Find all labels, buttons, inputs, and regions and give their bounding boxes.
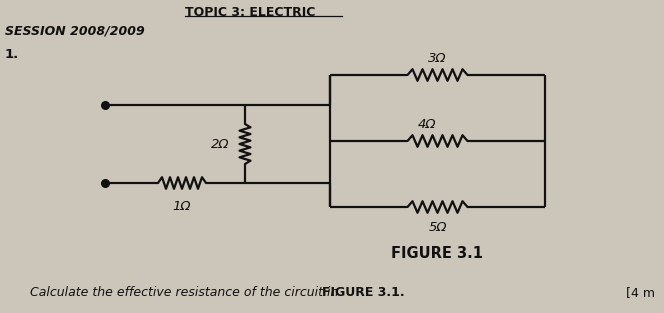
Text: [4 m: [4 m xyxy=(626,286,655,300)
Text: 1.: 1. xyxy=(5,49,19,61)
Text: 1Ω: 1Ω xyxy=(173,200,191,213)
Text: FIGURE 3.1.: FIGURE 3.1. xyxy=(322,286,404,300)
Text: 5Ω: 5Ω xyxy=(428,221,447,234)
Text: Calculate the effective resistance of the circuit in: Calculate the effective resistance of th… xyxy=(30,286,343,300)
Text: 3Ω: 3Ω xyxy=(428,52,447,65)
Text: TOPIC 3: ELECTRIC: TOPIC 3: ELECTRIC xyxy=(185,6,315,19)
Text: SESSION 2008/2009: SESSION 2008/2009 xyxy=(5,24,145,38)
Text: 4Ω: 4Ω xyxy=(418,118,437,131)
Text: FIGURE 3.1: FIGURE 3.1 xyxy=(392,245,483,260)
Text: 2Ω: 2Ω xyxy=(210,137,229,151)
